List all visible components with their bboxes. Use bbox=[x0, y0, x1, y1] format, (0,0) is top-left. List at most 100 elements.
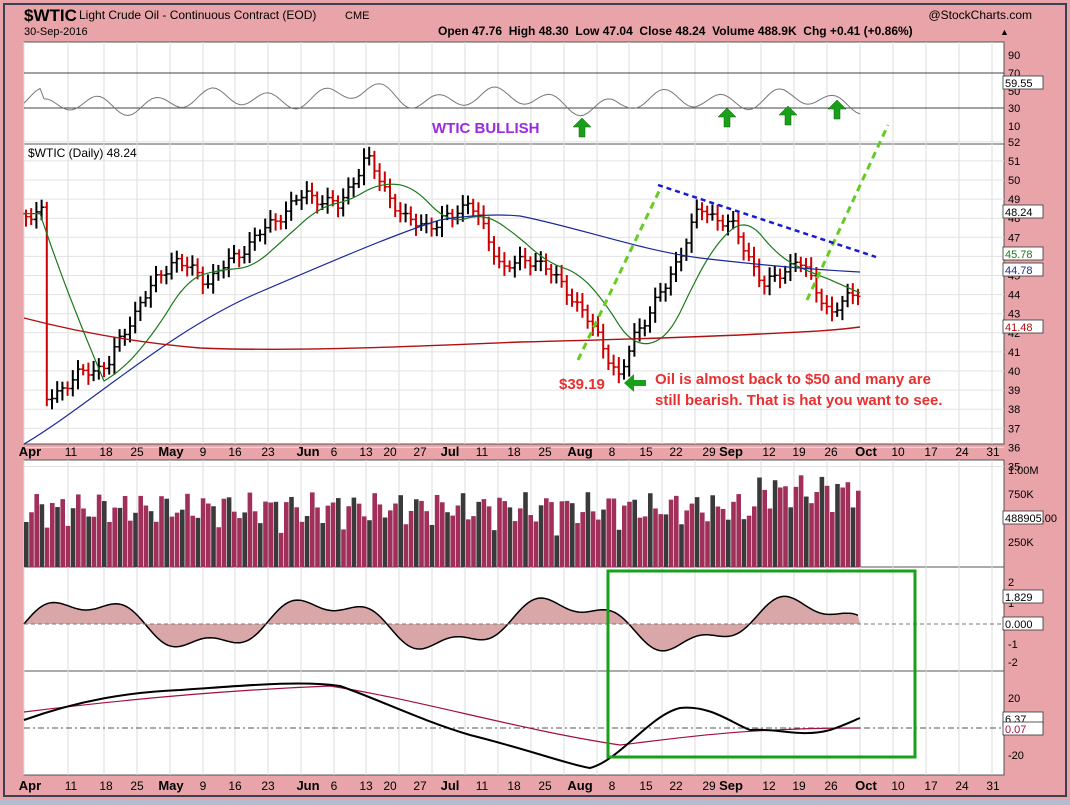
price-bar bbox=[127, 316, 133, 343]
volume-bar bbox=[190, 515, 195, 567]
volume-bar bbox=[60, 499, 65, 567]
value-tag-box bbox=[1002, 589, 1044, 604]
volume-bar bbox=[533, 521, 539, 567]
price-bar bbox=[746, 242, 752, 262]
price-bar bbox=[699, 202, 705, 221]
price-bar bbox=[267, 210, 273, 233]
volume-bar bbox=[741, 519, 747, 567]
volume-bar bbox=[388, 510, 393, 567]
date-label: 30-Sep-2016 bbox=[24, 26, 88, 38]
price-bar bbox=[501, 252, 507, 276]
oscillator-line bbox=[23, 682, 861, 770]
green-trendline-right bbox=[805, 124, 890, 301]
brand-watermark: @StockCharts.com bbox=[928, 8, 1032, 22]
volume-bar bbox=[850, 507, 856, 567]
price-bar bbox=[153, 265, 159, 293]
y-tick-label: 52 bbox=[1008, 137, 1020, 149]
green-arrows bbox=[572, 99, 847, 392]
y-tick-label: 36 bbox=[1008, 442, 1020, 454]
volume-bar bbox=[310, 492, 315, 567]
price-bar bbox=[247, 232, 253, 264]
moving-average-mid bbox=[23, 214, 861, 445]
y-tick-label: 30 bbox=[1008, 103, 1020, 115]
y-tick-label: 20 bbox=[1008, 693, 1020, 705]
x-tick-label: 31 bbox=[986, 779, 1000, 793]
x-tick-label: May bbox=[158, 778, 184, 793]
price-bar bbox=[91, 360, 97, 382]
y-tick-label: 43 bbox=[1008, 309, 1020, 321]
volume-bar bbox=[107, 521, 112, 567]
rsi-line bbox=[23, 83, 861, 117]
price-bar bbox=[65, 381, 71, 396]
x-tick-label: 23 bbox=[261, 779, 275, 793]
volume-bar bbox=[154, 521, 159, 567]
y-tick-label: 40 bbox=[1008, 366, 1020, 378]
volume-bar bbox=[117, 507, 123, 567]
volume-bar bbox=[382, 517, 388, 567]
x-tick-label: 19 bbox=[792, 445, 806, 459]
price-bar bbox=[772, 265, 778, 282]
scroll-up-icon[interactable]: ▲ bbox=[1000, 27, 1009, 37]
x-tick-label: Aug bbox=[567, 778, 592, 793]
volume-bar bbox=[55, 507, 60, 567]
volume-bar bbox=[148, 511, 154, 567]
price-bar bbox=[652, 287, 658, 323]
volume-bar bbox=[726, 519, 731, 567]
price-bar bbox=[704, 205, 710, 224]
volume-bar bbox=[585, 492, 591, 567]
y-tick-label: 39 bbox=[1008, 385, 1020, 397]
volume-bar bbox=[544, 498, 549, 567]
y-tick-label: -2 bbox=[1008, 657, 1018, 669]
ohlc-summary: Open 47.76 High 48.30 Low 47.04 Close 48… bbox=[438, 24, 913, 38]
y-tick-label: 250K bbox=[1008, 537, 1034, 549]
x-tick-label: 12 bbox=[762, 779, 776, 793]
volume-bar bbox=[700, 512, 705, 567]
price-bar bbox=[257, 229, 263, 242]
price-bar bbox=[517, 246, 523, 271]
x-tick-label: 19 bbox=[792, 779, 806, 793]
volume-bar bbox=[502, 501, 507, 567]
price-bar bbox=[668, 266, 674, 296]
price-bar bbox=[751, 246, 757, 277]
volume-bar bbox=[762, 489, 767, 567]
volume-bar bbox=[767, 508, 773, 567]
volume-bar bbox=[590, 511, 596, 567]
volume-bar bbox=[814, 492, 819, 567]
volume-bar bbox=[356, 503, 362, 567]
x-tick-label: Apr bbox=[19, 444, 41, 459]
price-bar bbox=[720, 214, 726, 231]
volume-bar bbox=[835, 483, 840, 567]
volume-bar bbox=[65, 525, 71, 567]
price-bar bbox=[735, 212, 741, 245]
volume-bar bbox=[96, 494, 102, 567]
price-bar bbox=[798, 256, 804, 273]
price-bar bbox=[803, 258, 809, 277]
volume-bar bbox=[330, 502, 336, 567]
value-tag-box bbox=[1002, 721, 1044, 736]
price-bar bbox=[647, 306, 653, 333]
price-bar bbox=[210, 264, 216, 294]
y-tick-label: 1 bbox=[1008, 598, 1014, 610]
volume-bar bbox=[845, 482, 851, 567]
price-bar bbox=[59, 381, 65, 401]
x-tick-label: 13 bbox=[359, 445, 373, 459]
low-price-label: $39.19 bbox=[559, 376, 605, 393]
value-tag-text: 488905.00 bbox=[1005, 513, 1057, 525]
volume-bar bbox=[268, 502, 273, 567]
volume-bar bbox=[554, 535, 559, 567]
y-tick-label: 51 bbox=[1008, 156, 1020, 168]
volume-bar bbox=[575, 523, 580, 567]
volume-bar bbox=[263, 501, 268, 567]
x-tick-label: 31 bbox=[986, 445, 1000, 459]
volume-bar bbox=[289, 496, 294, 567]
volume-bar bbox=[538, 505, 544, 567]
x-tick-label: 27 bbox=[413, 445, 427, 459]
volume-bar bbox=[746, 515, 752, 567]
y-tick-label: 10 bbox=[1008, 121, 1020, 133]
x-tick-label: Jul bbox=[441, 778, 460, 793]
volume-bar bbox=[637, 517, 643, 567]
y-tick-label: 38 bbox=[1008, 404, 1020, 416]
x-tick-label: 13 bbox=[359, 779, 373, 793]
green-up-arrow bbox=[717, 107, 737, 128]
volume-bar bbox=[24, 522, 29, 567]
